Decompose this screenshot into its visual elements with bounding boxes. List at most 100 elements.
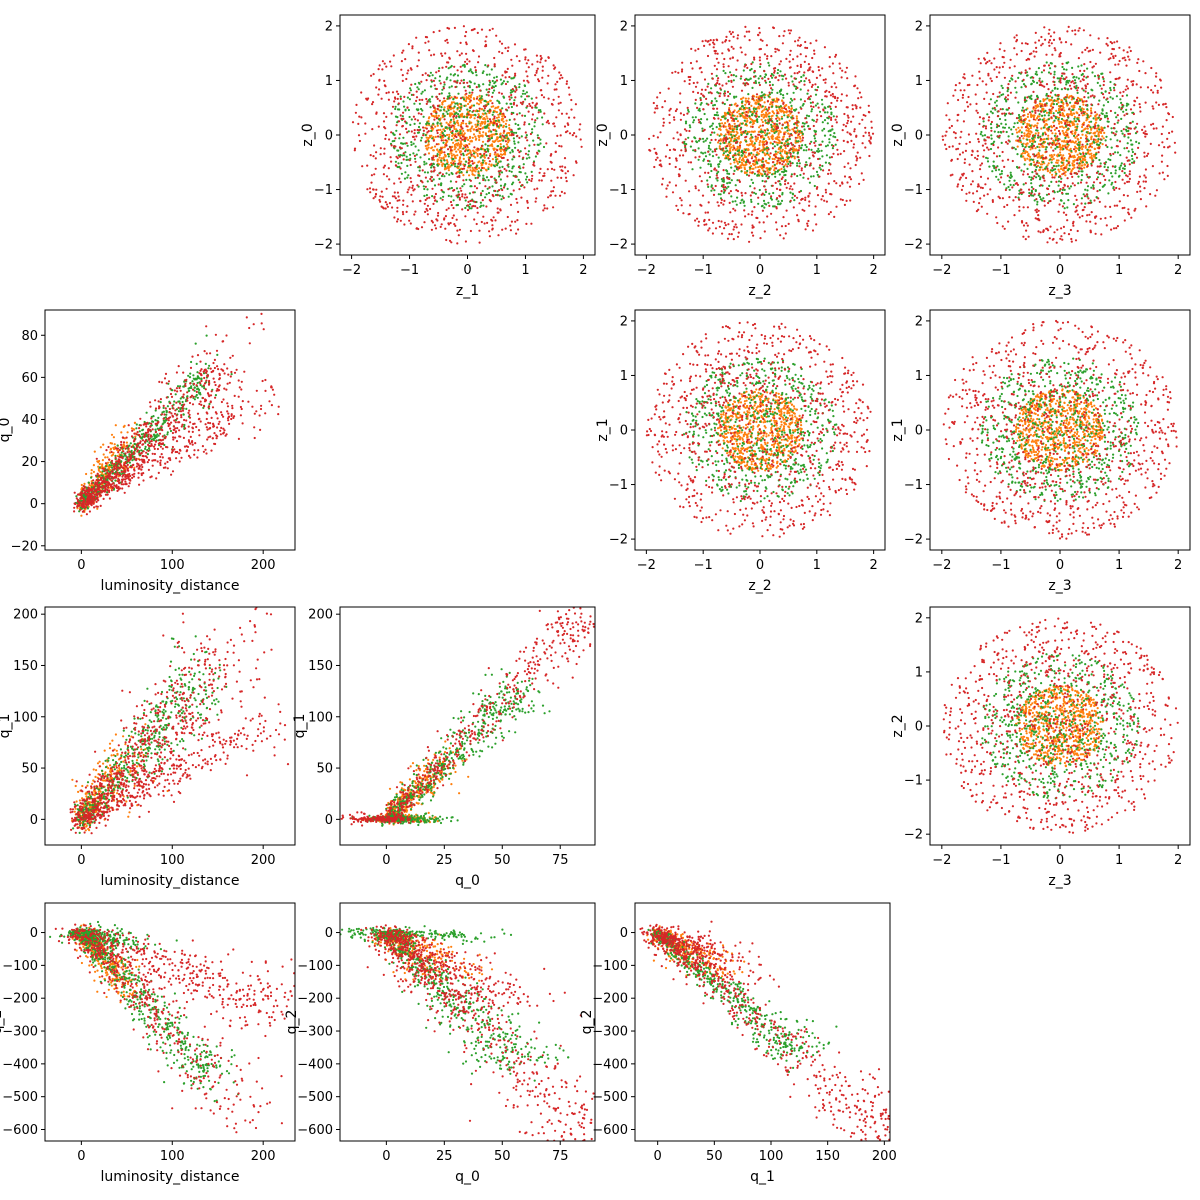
- data-point: [812, 105, 815, 108]
- data-point: [400, 161, 403, 165]
- data-point: [441, 164, 444, 167]
- data-point: [499, 160, 502, 163]
- data-point: [501, 82, 504, 85]
- data-point: [411, 47, 414, 50]
- data-point: [541, 65, 544, 68]
- data-point: [784, 147, 787, 150]
- data-point: [528, 144, 531, 147]
- data-point: [526, 79, 529, 82]
- data-point: [424, 176, 427, 179]
- data-point: [771, 184, 774, 187]
- data-point: [710, 100, 714, 103]
- data-point: [828, 56, 831, 59]
- data-point: [536, 187, 539, 190]
- data-point: [712, 104, 715, 107]
- data-point: [418, 129, 421, 132]
- data-point: [712, 46, 715, 49]
- data-point: [457, 124, 460, 127]
- data-point: [361, 165, 364, 168]
- data-point: [424, 198, 427, 202]
- data-point: [834, 53, 838, 57]
- data-point: [732, 47, 735, 50]
- data-point: [804, 165, 807, 168]
- data-point: [427, 117, 430, 120]
- data-point: [797, 218, 800, 221]
- data-point: [526, 75, 529, 78]
- data-point: [656, 107, 659, 110]
- data-point: [682, 212, 685, 215]
- data-point: [486, 110, 489, 113]
- data-point: [1063, 157, 1066, 160]
- data-point: [496, 153, 499, 156]
- data-point: [485, 88, 488, 91]
- data-point: [415, 90, 418, 93]
- data-point: [425, 136, 428, 139]
- data-point: [497, 105, 500, 108]
- data-point: [497, 154, 501, 158]
- data-point: [438, 67, 441, 70]
- data-point: [789, 164, 792, 167]
- x-tick-label: 1: [813, 263, 821, 278]
- data-point: [694, 102, 697, 105]
- series-0: [716, 93, 804, 177]
- data-point: [773, 140, 776, 143]
- data-point: [489, 200, 492, 203]
- data-point: [692, 81, 695, 85]
- data-point: [533, 125, 536, 128]
- data-point: [498, 50, 501, 53]
- data-point: [714, 227, 718, 230]
- data-point: [502, 80, 505, 83]
- data-point: [563, 157, 567, 160]
- data-point: [726, 153, 730, 157]
- data-point: [742, 130, 745, 133]
- data-point: [469, 128, 472, 131]
- data-point: [1070, 141, 1073, 144]
- data-point: [781, 170, 784, 173]
- data-point: [735, 133, 738, 136]
- data-point: [360, 91, 363, 94]
- data-point: [481, 161, 485, 164]
- data-point: [459, 142, 463, 145]
- data-point: [457, 92, 460, 95]
- data-point: [676, 208, 680, 211]
- data-point: [713, 148, 717, 151]
- data-point: [724, 150, 727, 153]
- data-point: [383, 79, 386, 82]
- data-point: [433, 199, 437, 202]
- data-point: [451, 172, 454, 176]
- data-point: [432, 30, 435, 34]
- data-point: [449, 146, 452, 149]
- data-point: [727, 95, 730, 98]
- data-point: [514, 72, 517, 75]
- data-point: [766, 167, 769, 170]
- data-point: [788, 149, 791, 152]
- data-point: [734, 223, 737, 226]
- data-point: [758, 59, 762, 62]
- data-point: [730, 133, 733, 136]
- data-point: [518, 155, 521, 158]
- data-point: [770, 72, 774, 76]
- data-point: [852, 143, 856, 146]
- data-point: [515, 88, 518, 91]
- data-point: [732, 158, 736, 161]
- data-point: [490, 105, 493, 108]
- data-point: [1063, 115, 1066, 118]
- data-point: [728, 144, 731, 148]
- data-point: [504, 70, 507, 73]
- data-point: [791, 196, 794, 199]
- data-point: [1090, 154, 1093, 157]
- data-point: [522, 100, 525, 103]
- data-point: [809, 162, 812, 165]
- data-point: [542, 96, 546, 99]
- data-point: [798, 81, 801, 84]
- y-tick-label: 2: [325, 19, 333, 34]
- data-point: [814, 205, 817, 208]
- data-point: [723, 94, 726, 97]
- data-point: [736, 34, 740, 37]
- data-point: [767, 95, 770, 98]
- data-point: [807, 219, 810, 223]
- data-point: [736, 59, 739, 62]
- data-point: [1076, 123, 1079, 126]
- data-point: [666, 184, 669, 187]
